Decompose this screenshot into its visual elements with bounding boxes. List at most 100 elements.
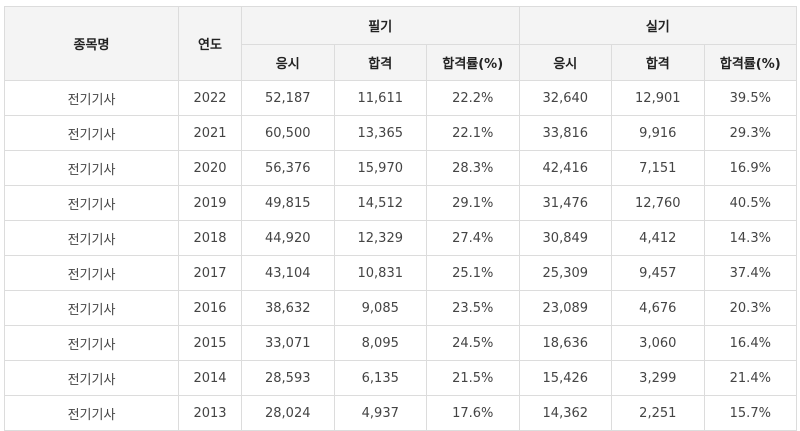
cell-written-passed: 4,937 [333,395,427,431]
table-row: 전기기사 2021 60,500 13,365 22.1% 33,816 9,916 29.3… [4,115,798,151]
table-row: 전기기사 2022 52,187 11,611 22.2% 32,640 12,901 39.… [4,80,798,116]
cell-written-applicants: 28,024 [241,395,335,431]
cell-practical-applicants: 30,849 [518,220,613,256]
cell-written-passed: 13,365 [333,115,427,151]
cell-year: 2018 [178,220,242,256]
cell-written-rate: 17.6% [426,395,520,431]
table-row: 전기기사 2013 28,024 4,937 17.6% 14,362 2,251 15.7% [4,395,798,431]
cell-practical-rate: 39.5% [703,80,798,116]
cell-written-passed: 11,611 [333,80,427,116]
cell-practical-rate: 21.4% [703,360,798,396]
cell-written-applicants: 43,104 [241,255,335,291]
cell-practical-applicants: 31,476 [518,185,613,221]
table-row: 전기기사 2016 38,632 9,085 23.5% 23,089 4,676 20.3% [4,290,798,326]
table-row: 전기기사 2019 49,815 14,512 29.1% 31,476 12,760 40.… [4,185,798,221]
cell-year: 2021 [178,115,242,151]
cell-practical-rate: 16.9% [703,150,798,186]
table-row: 전기기사 2017 43,104 10,831 25.1% 25,309 9,457 37.4… [4,255,798,291]
table-body: 전기기사 2022 52,187 11,611 22.2% 32,640 12,901 39.… [4,80,798,431]
cell-practical-applicants: 14,362 [518,395,613,431]
cell-practical-applicants: 23,089 [518,290,613,326]
cell-practical-passed: 3,299 [611,360,705,396]
cell-name: 전기기사 [4,325,179,361]
table-row: 전기기사 2014 28,593 6,135 21.5% 15,426 3,299 21.4% [4,360,798,396]
cell-year: 2020 [178,150,242,186]
cell-practical-passed: 12,760 [611,185,705,221]
header-written-group: 필기 [241,6,520,45]
cell-name: 전기기사 [4,220,179,256]
cell-practical-passed: 9,457 [611,255,705,291]
cell-name: 전기기사 [4,255,179,291]
cell-written-applicants: 52,187 [241,80,335,116]
cell-year: 2022 [178,80,242,116]
cell-practical-rate: 29.3% [703,115,798,151]
cell-written-rate: 21.5% [426,360,520,396]
cell-written-rate: 25.1% [426,255,520,291]
table-header: 종목명 연도 필기 실기 응시 합격 합격률(%) 응시 합격 합격률(%) [4,6,798,81]
cell-written-applicants: 33,071 [241,325,335,361]
cell-practical-passed: 12,901 [611,80,705,116]
cell-practical-rate: 40.5% [703,185,798,221]
cell-written-rate: 22.1% [426,115,520,151]
cell-practical-passed: 4,412 [611,220,705,256]
cell-name: 전기기사 [4,360,179,396]
cell-practical-rate: 14.3% [703,220,798,256]
cell-year: 2016 [178,290,242,326]
header-practical-rate: 합격률(%) [703,44,798,81]
cell-practical-applicants: 42,416 [518,150,613,186]
cell-practical-applicants: 32,640 [518,80,613,116]
cell-year: 2019 [178,185,242,221]
cell-written-applicants: 38,632 [241,290,335,326]
table-row: 전기기사 2015 33,071 8,095 24.5% 18,636 3,060 16.4% [4,325,798,361]
header-written-rate: 합격률(%) [426,44,520,81]
cell-written-passed: 14,512 [333,185,427,221]
cell-practical-passed: 2,251 [611,395,705,431]
cell-name: 전기기사 [4,185,179,221]
header-name: 종목명 [4,6,179,81]
header-practical-passed: 합격 [611,44,705,81]
cell-practical-rate: 16.4% [703,325,798,361]
cell-written-applicants: 60,500 [241,115,335,151]
pass-rate-table: 종목명 연도 필기 실기 응시 합격 합격률(%) 응시 합격 합격률(%) 전… [4,6,798,431]
table-row: 전기기사 2020 56,376 15,970 28.3% 42,416 7,151 16.9… [4,150,798,186]
cell-name: 전기기사 [4,80,179,116]
cell-written-applicants: 28,593 [241,360,335,396]
cell-practical-applicants: 33,816 [518,115,613,151]
table-row: 전기기사 2018 44,920 12,329 27.4% 30,849 4,412 14.3… [4,220,798,256]
cell-name: 전기기사 [4,395,179,431]
cell-written-passed: 10,831 [333,255,427,291]
cell-written-applicants: 56,376 [241,150,335,186]
cell-year: 2015 [178,325,242,361]
cell-written-passed: 6,135 [333,360,427,396]
header-written-applicants: 응시 [241,44,335,81]
cell-written-rate: 28.3% [426,150,520,186]
cell-practical-applicants: 15,426 [518,360,613,396]
cell-written-passed: 15,970 [333,150,427,186]
cell-written-rate: 27.4% [426,220,520,256]
cell-written-passed: 9,085 [333,290,427,326]
cell-practical-applicants: 18,636 [518,325,613,361]
header-year: 연도 [178,6,242,81]
cell-written-rate: 24.5% [426,325,520,361]
cell-written-rate: 29.1% [426,185,520,221]
cell-practical-rate: 15.7% [703,395,798,431]
cell-written-passed: 8,095 [333,325,427,361]
header-practical-group: 실기 [518,6,798,45]
header-written-passed: 합격 [333,44,427,81]
cell-name: 전기기사 [4,150,179,186]
cell-year: 2014 [178,360,242,396]
cell-practical-passed: 4,676 [611,290,705,326]
cell-practical-rate: 20.3% [703,290,798,326]
cell-written-rate: 22.2% [426,80,520,116]
cell-written-applicants: 49,815 [241,185,335,221]
cell-written-rate: 23.5% [426,290,520,326]
cell-written-applicants: 44,920 [241,220,335,256]
cell-practical-applicants: 25,309 [518,255,613,291]
cell-year: 2013 [178,395,242,431]
cell-written-passed: 12,329 [333,220,427,256]
cell-practical-passed: 3,060 [611,325,705,361]
cell-practical-passed: 9,916 [611,115,705,151]
cell-name: 전기기사 [4,290,179,326]
header-practical-applicants: 응시 [518,44,613,81]
